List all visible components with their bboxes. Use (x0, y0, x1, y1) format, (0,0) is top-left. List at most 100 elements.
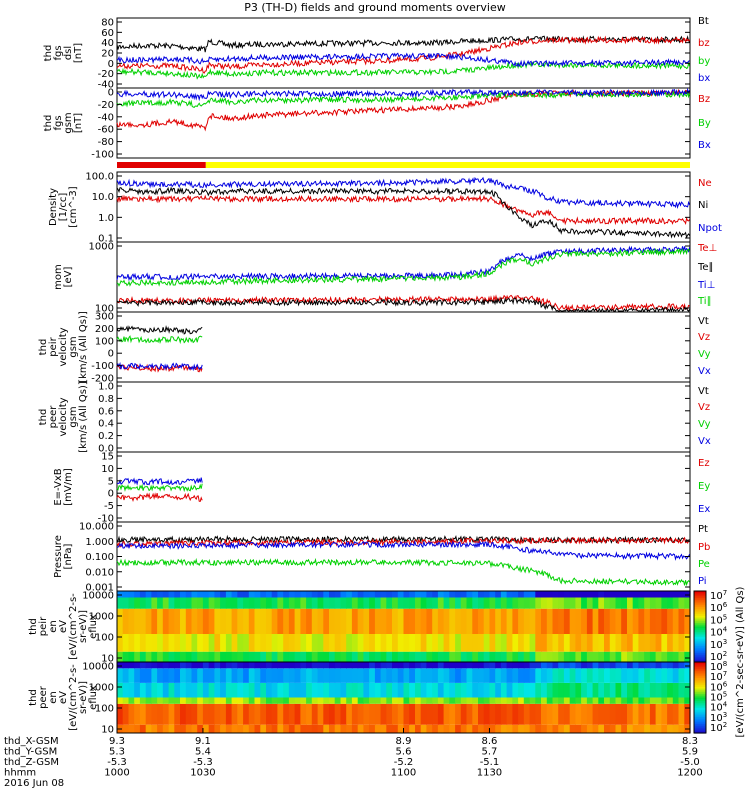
heat-cell (266, 651, 273, 662)
heat-cell (478, 662, 485, 669)
heat-cell (208, 591, 215, 598)
heat-cell (231, 724, 238, 733)
series-Ti∥ (116, 247, 691, 287)
heat-cell (185, 724, 193, 733)
colorbar-cell (694, 663, 706, 667)
heat-cell (117, 651, 124, 662)
ytick-label-peir_velocity: 300 (95, 312, 114, 323)
heat-cell (323, 608, 330, 634)
heat-cell (512, 682, 519, 698)
colorbar-cell (694, 725, 706, 729)
heat-cell (415, 634, 422, 652)
heat-cell (397, 668, 405, 683)
heat-cell (380, 662, 387, 669)
heat-cell (334, 597, 341, 609)
heat-cell (627, 634, 634, 652)
heat-cell (254, 662, 261, 669)
heat-cell (667, 682, 674, 698)
heat-cell (655, 697, 662, 704)
heat-cell (260, 591, 267, 598)
heat-cell (558, 634, 565, 652)
ytick-label-efield: 10 (101, 464, 114, 475)
heat-cell (162, 608, 170, 634)
heat-cell (558, 703, 565, 725)
heat-cell (506, 634, 513, 652)
heat-cell (684, 608, 691, 634)
legend-Vt: Vt (698, 386, 709, 397)
ytick-label-peer_velocity: 0.8 (98, 394, 114, 405)
xrow-label: thd_Y-GSM (4, 747, 57, 758)
heat-cell (586, 662, 594, 669)
heat-cell (460, 591, 468, 598)
heat-cell (541, 591, 548, 598)
heat-cell (386, 634, 393, 652)
heat-cell (500, 668, 508, 683)
heat-cell (523, 724, 531, 733)
heat-cell (340, 697, 347, 704)
heat-cell (197, 662, 204, 669)
heat-cell (409, 662, 416, 669)
heat-cell (346, 682, 353, 698)
heat-cell (151, 682, 158, 698)
heat-cell (684, 662, 691, 669)
heat-cell (248, 697, 256, 704)
heat-cell (306, 608, 313, 634)
heat-cell (306, 668, 313, 683)
heat-cell (340, 703, 347, 725)
heat-cell (323, 662, 330, 669)
heat-cell (449, 597, 456, 609)
heat-cell (563, 662, 571, 669)
heat-cell (483, 697, 490, 704)
heat-cell (529, 703, 536, 725)
heat-cell (134, 608, 141, 634)
heat-cell (145, 591, 152, 598)
heat-cell (518, 703, 525, 725)
colorbar-cell (694, 623, 706, 626)
heat-cell (231, 668, 238, 683)
ylabel-peer_spec: peer (38, 685, 49, 709)
heat-cell (329, 682, 336, 698)
heat-cell (426, 591, 433, 598)
heat-cell (254, 668, 261, 683)
heat-cell (397, 634, 405, 652)
heat-cell (449, 662, 456, 669)
ylabel-density: [1/cc] (58, 193, 69, 222)
heat-cell (649, 597, 657, 609)
colorbar-cell (694, 688, 706, 691)
colorbar-cell (694, 727, 706, 731)
heat-cell (180, 668, 187, 683)
heat-cell (397, 703, 405, 725)
ylabel-peir_velocity: [km/s (All Qs)] (78, 311, 89, 383)
heat-cell (500, 703, 508, 725)
heat-cell (638, 608, 645, 634)
heat-cell (363, 668, 370, 683)
heat-cell (609, 697, 617, 704)
ytick-label-peer_velocity: 0.4 (98, 419, 114, 430)
heat-cell (472, 724, 479, 733)
heat-cell (266, 697, 273, 704)
heat-cell (180, 634, 187, 652)
ytick-label-fgs_gsm: -80 (98, 137, 114, 148)
heat-cell (569, 651, 576, 662)
heat-cell (386, 668, 393, 683)
heat-cell (214, 697, 221, 704)
heat-cell (604, 682, 611, 698)
heat-cell (535, 697, 542, 704)
heat-cell (615, 608, 622, 634)
heat-cell (317, 703, 324, 725)
heat-cell (294, 591, 301, 598)
heat-cell (157, 651, 164, 662)
heat-cell (466, 651, 473, 662)
xrow-value: 9.1 (195, 736, 211, 747)
heat-cell (403, 682, 410, 698)
heat-cell (248, 591, 256, 598)
heat-cell (117, 682, 124, 698)
ytick-label-pressure: 10.000 (79, 522, 114, 533)
colorbar-cell (694, 690, 706, 693)
heat-cell (260, 668, 267, 683)
heat-cell (460, 668, 468, 683)
heat-cell (392, 697, 399, 704)
heat-cell (294, 703, 301, 725)
heat-cell (139, 634, 147, 652)
heat-cell (506, 591, 513, 598)
